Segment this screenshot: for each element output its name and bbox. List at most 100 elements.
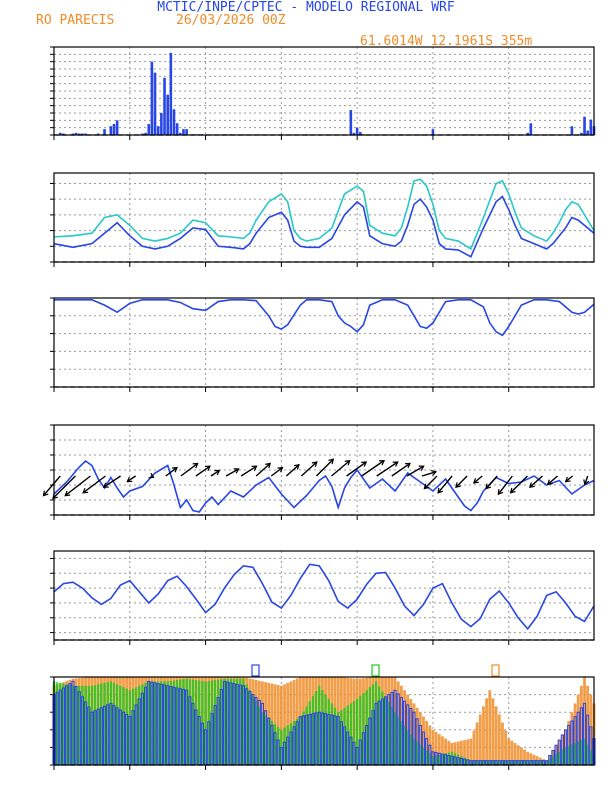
precip-bar (150, 61, 154, 135)
cloud-mid-bar (59, 682, 62, 765)
panel-frame (53, 172, 595, 263)
cloud-mid-bar (469, 760, 473, 765)
precip-bar (153, 72, 157, 135)
cloud-high-bar (507, 738, 511, 765)
cloud-high-bar (523, 749, 526, 765)
cloud-mid-bar (210, 680, 214, 765)
cloud-high-bar (579, 685, 583, 765)
cloud-mid-bar (141, 684, 144, 765)
series-line-1 (54, 298, 595, 337)
wind-arrow (547, 475, 559, 485)
cloud-mid-bar (504, 760, 507, 765)
wind-arrow-head (404, 462, 411, 469)
precip-bar (172, 109, 176, 135)
wind-arrow-head (509, 487, 516, 494)
cloud-mid-bar (273, 723, 277, 765)
wind-arrow-head (529, 482, 535, 488)
cloud-high-bar (504, 730, 507, 765)
cloud-mid-bar (78, 685, 81, 765)
cloud-mid-bar (409, 734, 413, 765)
cloud-mid-bar (365, 690, 368, 765)
cloud-mid-bar (485, 760, 488, 765)
cloud-mid-bar (460, 756, 463, 765)
cloud-mid-bar (371, 684, 375, 765)
cloud-mid-bar (232, 678, 236, 765)
wind-arrow (361, 460, 385, 477)
wind-arrow-head (344, 459, 351, 466)
legend-swatch (491, 664, 500, 677)
panel-5 (50, 550, 595, 645)
precip-bar (179, 132, 182, 135)
cloud-mid-bar (374, 681, 378, 765)
cloud-mid-bar (128, 690, 131, 765)
cloud-mid-bar (292, 721, 296, 765)
cloud-high-bar (434, 732, 438, 765)
cloud-mid-bar (368, 687, 371, 765)
wind-arrow (64, 475, 91, 497)
cloud-mid-bar (554, 754, 558, 765)
precip-bar (147, 124, 151, 135)
wind-arrow (225, 468, 240, 477)
cloud-high-bar (570, 712, 574, 765)
wind-arrow (331, 460, 351, 477)
cloud-mid-bar (453, 753, 457, 765)
header-coords: 61.6014W 12.1961S 355m (360, 34, 532, 49)
cloud-high-bar (456, 741, 460, 765)
cloud-mid-bar (248, 689, 251, 765)
wind-arrow-head (102, 482, 109, 488)
precip-bar (349, 110, 353, 135)
cloud-high-bar (466, 739, 470, 765)
wind-arrow-head (277, 466, 284, 473)
panel-frame (53, 550, 595, 641)
wind-arrow (485, 475, 498, 490)
cloud-high-bar (422, 716, 425, 765)
wind-arrow-head (423, 483, 430, 490)
cloud-mid-bar (179, 679, 182, 765)
cloud-mid-bar (302, 711, 305, 765)
cloud-high-bar (513, 743, 517, 765)
wind-arrow-head (437, 487, 443, 494)
cloud-mid-bar (62, 683, 65, 765)
wind-arrow-head (379, 459, 386, 466)
precip-bar (355, 127, 359, 135)
precip-bar (352, 132, 356, 135)
wind-arrow (376, 461, 399, 477)
cloud-mid-bar (166, 681, 169, 765)
cloud-mid-bar (491, 760, 495, 765)
cloud-mid-bar (558, 751, 561, 765)
cloud-mid-bar (153, 681, 157, 765)
cloud-high-bar (573, 703, 577, 765)
cloud-mid-bar (513, 760, 517, 765)
cloud-mid-bar (434, 755, 438, 765)
cloud-high-bar (276, 685, 280, 765)
legend-swatch (251, 664, 260, 677)
cloud-mid-bar (81, 685, 84, 765)
precip-bar (156, 126, 160, 135)
cloud-mid-bar (65, 684, 68, 765)
cloud-mid-bar (441, 754, 444, 765)
wind-arrow-head (485, 483, 492, 490)
cloud-mid-bar (223, 678, 226, 765)
cloud-mid-bar (349, 703, 353, 765)
precip-bar (570, 126, 574, 135)
cloud-mid-bar (355, 699, 359, 765)
cloud-mid-bar (422, 747, 425, 765)
header-run: 26/03/2026 00Z (176, 13, 286, 28)
precip-bar (166, 94, 169, 135)
cloud-mid-bar (160, 681, 163, 765)
wind-arrow (455, 475, 468, 488)
wind-arrow (473, 475, 483, 484)
cloud-mid-bar (125, 688, 128, 765)
cloud-mid-bar (144, 682, 147, 765)
cloud-mid-bar (93, 685, 97, 765)
cloud-high-bar (478, 714, 482, 765)
cloud-high-bar (286, 682, 290, 765)
cloud-mid-bar (115, 684, 119, 765)
wind-arrow-head (418, 465, 425, 471)
cloud-high-bar (444, 738, 447, 765)
cloud-mid-bar (311, 696, 315, 765)
wind-arrow (195, 465, 211, 477)
panels (42, 46, 596, 770)
cloud-mid-bar (261, 712, 264, 765)
